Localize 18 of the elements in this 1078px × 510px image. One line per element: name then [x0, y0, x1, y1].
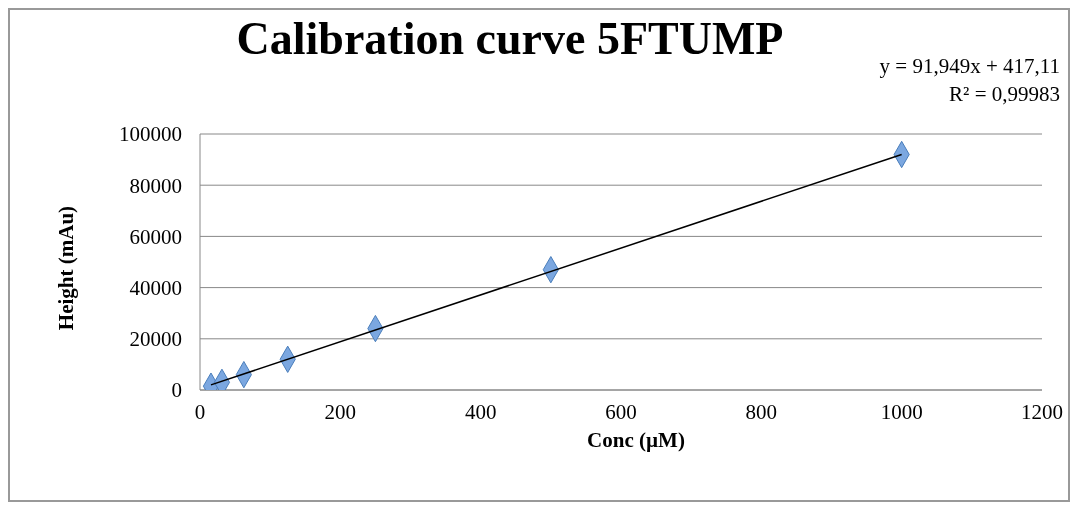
- y-tick-label: 20000: [129, 327, 182, 352]
- x-tick-label: 1000: [880, 399, 923, 424]
- x-axis-title: Conc (µM): [586, 428, 686, 453]
- text: y = 91,949x + 417,11: [879, 53, 1060, 80]
- x-tick-label: 400: [464, 399, 497, 424]
- y-tick-label: 60000: [129, 224, 182, 249]
- y-tick-label: 40000: [129, 276, 182, 301]
- x-tick-label: 600: [605, 399, 637, 424]
- x-tick-label: 0: [194, 399, 206, 424]
- x-tick-label: 800: [745, 399, 778, 424]
- text: R² = 0,99983: [948, 81, 1060, 108]
- x-tick-label: 200: [324, 399, 357, 424]
- y-tick-label: 80000: [129, 173, 182, 198]
- x-tick-label: 1200: [1021, 399, 1063, 424]
- y-tick-label: 0: [171, 378, 182, 403]
- y-tick-label: 100000: [119, 122, 182, 147]
- chart-title: Calibration curve 5FTUMP: [236, 13, 784, 64]
- y-axis-title: Height (mAu): [53, 205, 79, 331]
